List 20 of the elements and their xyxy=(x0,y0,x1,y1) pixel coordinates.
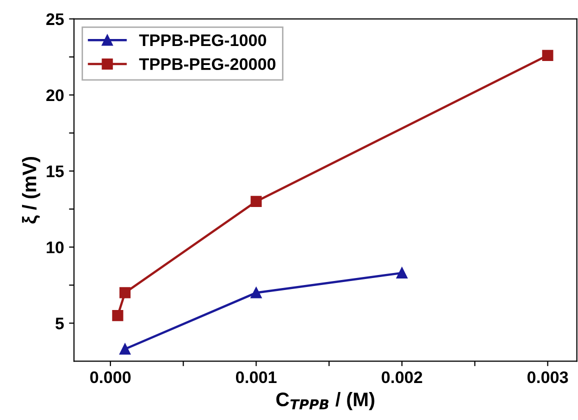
x-tick-label: 0.001 xyxy=(236,371,277,384)
y-axis-title: ξ / (mV) xyxy=(22,156,40,224)
y-tick-label: 5 xyxy=(56,318,64,330)
y-tick-label: 20 xyxy=(46,89,64,102)
legend-label: TPPB-PEG-1000 xyxy=(139,34,266,46)
x-tick-label: 0.002 xyxy=(382,371,422,384)
x-axis-title: C$_{TPPB}$ / (M) xyxy=(276,392,374,410)
point xyxy=(119,343,131,355)
point xyxy=(119,287,131,298)
y-tick-label: 15 xyxy=(46,166,64,178)
y-tick-label: 10 xyxy=(46,242,64,254)
x-tick-label: 0.000 xyxy=(90,371,131,384)
x-tick-label: 0.003 xyxy=(528,371,568,384)
point xyxy=(250,287,262,298)
point xyxy=(396,267,408,279)
y-tick-label: 25 xyxy=(46,13,64,26)
point xyxy=(542,50,554,61)
point xyxy=(112,310,124,322)
legend-label: TPPB-PEG-20000 xyxy=(139,58,276,70)
point xyxy=(250,196,262,208)
